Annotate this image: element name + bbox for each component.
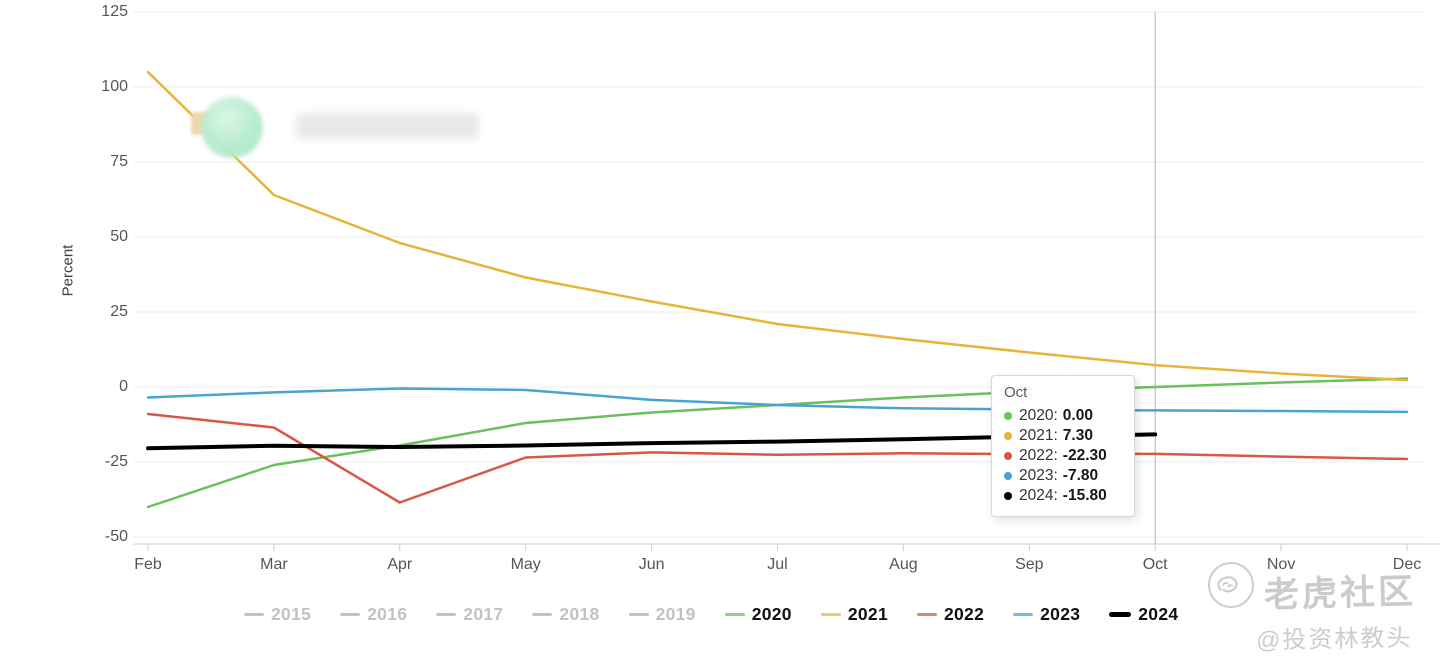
tooltip-row-2024: 2024: -15.80 xyxy=(1004,486,1122,506)
tooltip-series-label: 2021: xyxy=(1019,427,1058,444)
series-dot-icon xyxy=(1004,412,1012,420)
legend-item-2015[interactable]: 2015 xyxy=(244,604,311,625)
series-line-2022 xyxy=(146,412,1409,504)
series-line-2024 xyxy=(146,432,1158,451)
legend-dash-icon xyxy=(916,612,937,616)
y-axis-tick-label: 0 xyxy=(119,378,128,395)
tooltip-row-2023: 2023: -7.80 xyxy=(1004,466,1122,486)
legend-dash-icon xyxy=(340,612,361,616)
y-axis-tick-label: -25 xyxy=(104,453,128,470)
legend-label: 2020 xyxy=(751,603,792,624)
tooltip-series-label: 2020: xyxy=(1019,407,1058,424)
blurred-username-text xyxy=(296,113,479,139)
tooltip-series-value: -15.80 xyxy=(1062,487,1107,504)
y-axis-tick-label: -50 xyxy=(104,528,128,545)
y-axis-tick-label: 125 xyxy=(101,3,128,20)
legend-label: 2017 xyxy=(463,603,504,624)
x-axis-tick-label: Mar xyxy=(260,556,288,573)
legend-label: 2018 xyxy=(559,603,600,624)
legend-dash-icon xyxy=(532,612,553,616)
legend-item-2020[interactable]: 2020 xyxy=(724,603,792,625)
x-axis-tick-label: Apr xyxy=(387,556,413,573)
tiger-community-logo-icon xyxy=(1205,559,1257,611)
x-axis-tick-label: Oct xyxy=(1142,556,1168,573)
chart-tooltip: Oct 2020: 0.00 2021: 7.30 2022: -22.30 2023: -7… xyxy=(991,375,1135,517)
y-axis-tick-label: 50 xyxy=(110,228,128,245)
legend-item-2018[interactable]: 2018 xyxy=(532,604,599,625)
blurred-avatar-circle xyxy=(201,97,263,158)
tooltip-series-label: 2023: xyxy=(1019,467,1058,484)
series-dot-icon xyxy=(1004,452,1012,460)
legend-item-2022[interactable]: 2022 xyxy=(916,603,985,625)
legend-item-2017[interactable]: 2017 xyxy=(436,604,503,625)
legend-label: 2019 xyxy=(655,603,696,624)
series-line-2021 xyxy=(146,70,1409,382)
y-axis-tick-label: 100 xyxy=(101,78,128,95)
series-dot-icon xyxy=(1004,492,1012,500)
tooltip-row-2022: 2022: -22.30 xyxy=(1004,446,1122,466)
legend-dash-icon xyxy=(436,612,457,616)
x-axis-tick-label: Feb xyxy=(134,556,162,573)
chart-legend: 2015 2016 2017 2018 2019 2020 2021 2022 2023 2024 xyxy=(244,601,1178,627)
legend-item-2024[interactable]: 2024 xyxy=(1109,604,1178,625)
legend-dash-icon xyxy=(244,612,264,616)
legend-label: 2016 xyxy=(367,603,408,624)
brand-watermark-text: 老虎社区 xyxy=(1263,572,1417,615)
tooltip-series-value: -22.30 xyxy=(1062,447,1107,464)
x-axis-tick-label: Aug xyxy=(889,556,918,573)
x-axis-tick-label: Dec xyxy=(1392,556,1422,573)
x-axis-tick-label: Jun xyxy=(638,556,665,573)
tooltip-series-label: 2024: xyxy=(1019,487,1058,504)
y-axis-title: Percent xyxy=(59,244,77,297)
x-axis-tick-label: Nov xyxy=(1266,556,1296,573)
legend-label: 2024 xyxy=(1138,603,1179,624)
legend-label: 2022 xyxy=(943,603,985,624)
legend-label: 2023 xyxy=(1040,603,1081,624)
legend-item-2021[interactable]: 2021 xyxy=(820,603,888,625)
x-axis-tick-label: May xyxy=(510,556,541,573)
author-watermark-text: @投资林教头 xyxy=(1255,624,1413,655)
y-axis-tick-label: 25 xyxy=(110,303,128,320)
tooltip-series-label: 2022: xyxy=(1019,447,1058,464)
legend-label: 2021 xyxy=(847,603,888,624)
x-axis-tick-label: Sep xyxy=(1015,556,1044,573)
tooltip-series-value: 7.30 xyxy=(1062,427,1093,444)
tooltip-month-label: Oct xyxy=(1004,384,1028,401)
series-dot-icon xyxy=(1004,472,1012,480)
tooltip-row-2020: 2020: 0.00 xyxy=(1004,406,1122,426)
legend-dash-icon xyxy=(628,612,649,616)
series-dot-icon xyxy=(1004,432,1012,440)
legend-item-2019[interactable]: 2019 xyxy=(628,603,696,625)
legend-dash-icon xyxy=(1109,611,1132,617)
legend-dash-icon xyxy=(724,612,745,616)
legend-dash-icon xyxy=(820,612,841,616)
tooltip-row-2021: 2021: 7.30 xyxy=(1004,426,1122,446)
x-axis-tick-label: Jul xyxy=(767,556,788,573)
legend-item-2016[interactable]: 2016 xyxy=(340,604,407,625)
tooltip-series-value: 0.00 xyxy=(1062,407,1093,424)
y-axis-tick-label: 75 xyxy=(110,153,128,170)
legend-item-2023[interactable]: 2023 xyxy=(1013,604,1080,625)
series-line-2023 xyxy=(146,387,1409,414)
legend-label: 2015 xyxy=(271,603,312,624)
tooltip-series-value: -7.80 xyxy=(1062,467,1099,484)
legend-dash-icon xyxy=(1013,612,1034,616)
